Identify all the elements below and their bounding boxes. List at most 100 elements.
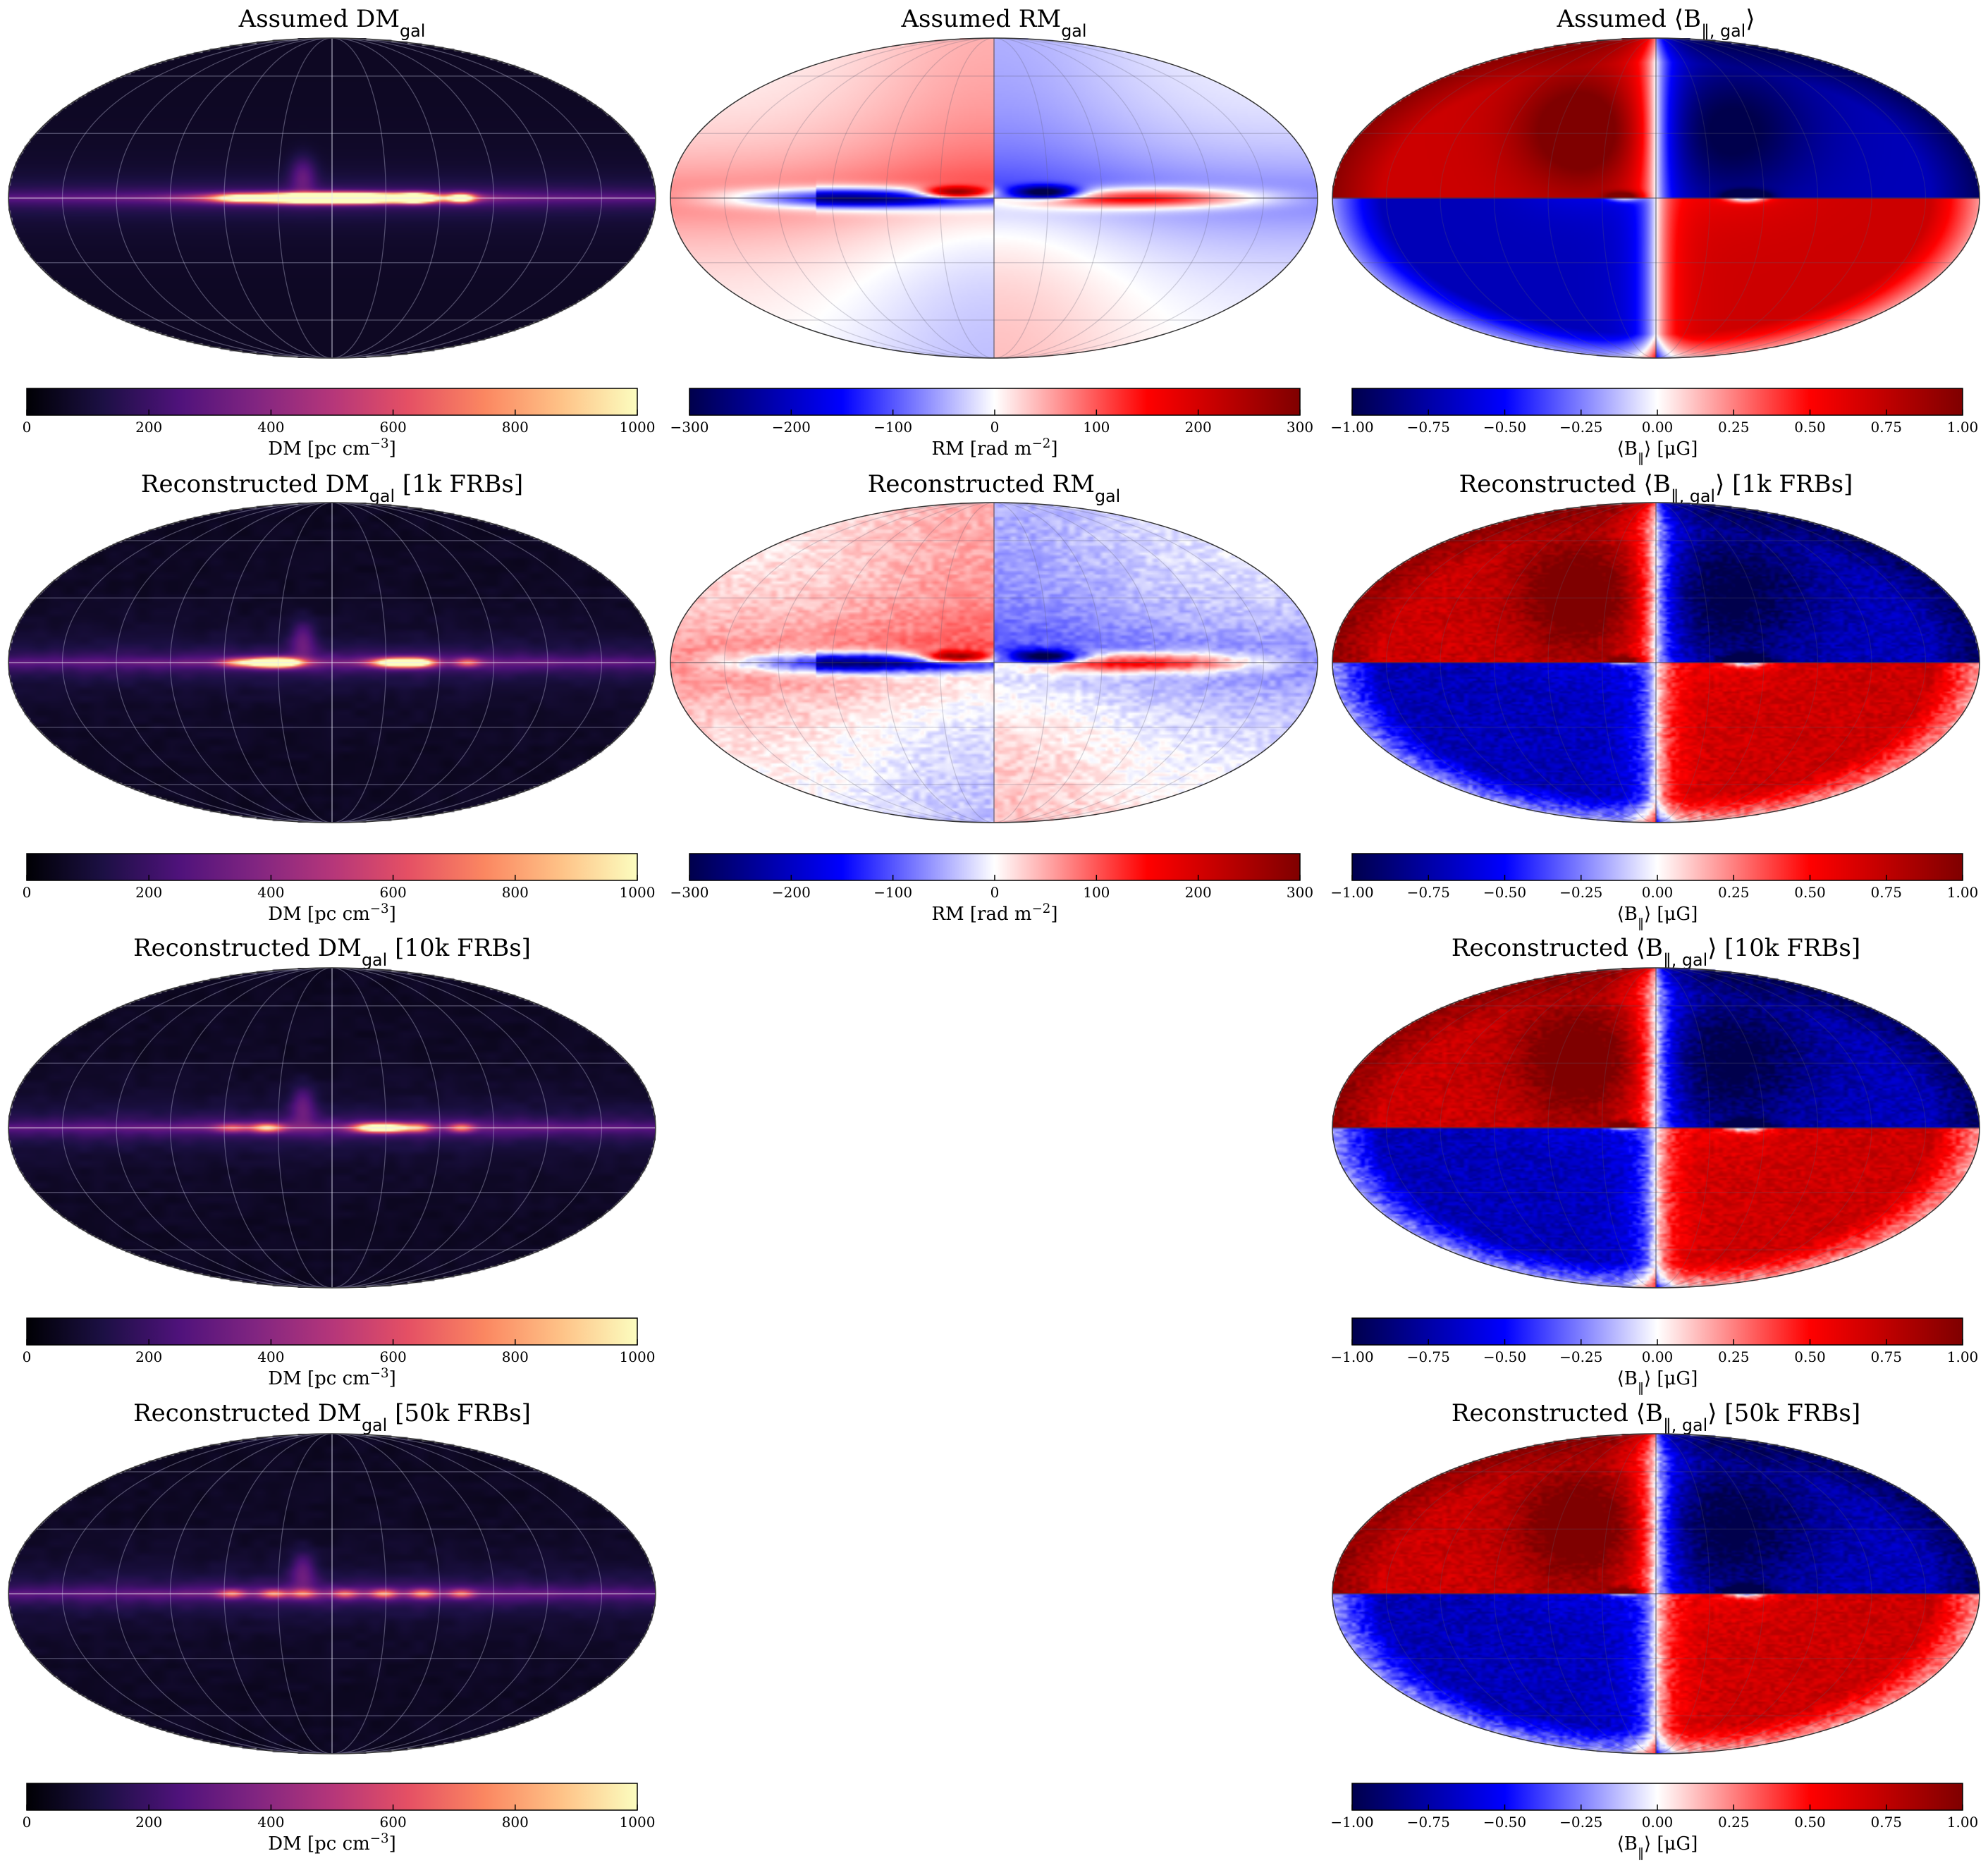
colorbar-tick-label: 200 (135, 419, 162, 436)
colorbar-tick-label: −0.25 (1559, 419, 1602, 436)
map-border (670, 502, 1318, 823)
colorbar-label: ⟨B∥⟩ [μG] (1617, 904, 1698, 931)
panel-title: Reconstructed DMgal [50k FRBs] (133, 1399, 531, 1435)
colorbar-tick-label: 300 (1287, 419, 1313, 436)
panel-title: Assumed ⟨B∥, gal⟩ (1556, 5, 1755, 41)
map-border (8, 1433, 656, 1754)
colorbar-tick-label: −0.25 (1559, 1814, 1602, 1831)
colorbar-tick-label: −300 (670, 884, 709, 901)
colorbar (26, 388, 638, 416)
colorbar-tick-label: 0.75 (1870, 884, 1902, 901)
colorbar-tick-label: −0.75 (1407, 1348, 1450, 1365)
colorbar-tick-label: 1000 (620, 1348, 656, 1365)
colorbar-label: DM [pc cm−3] (268, 436, 396, 460)
colorbar-tick-label: 800 (502, 419, 529, 436)
panel-dm-50k: Reconstructed DMgal [50k FRBs] 0 200 400 600… (8, 1399, 656, 1855)
colorbar-tick-label: 0 (990, 884, 1000, 901)
colorbar-tick-label: 100 (1083, 884, 1110, 901)
colorbar-tick-label: −200 (772, 884, 811, 901)
colorbar-tick-label: 0.50 (1794, 419, 1826, 436)
colorbar-tick-label: 400 (257, 1814, 284, 1831)
colorbar (26, 1783, 638, 1811)
colorbar-tick-label: −0.75 (1407, 1814, 1450, 1831)
colorbar-tick-label: −0.50 (1483, 1348, 1526, 1365)
colorbar-tick-label: −0.50 (1483, 419, 1526, 436)
colorbar-tick-label: 0 (990, 419, 1000, 436)
colorbar-tick-label: −0.25 (1559, 1348, 1602, 1365)
colorbar-tick-label: 600 (380, 1814, 407, 1831)
colorbar-tick-label: −1.00 (1330, 1814, 1373, 1831)
colorbar-tick-label: −0.75 (1407, 419, 1450, 436)
colorbar-tick-label: 1000 (620, 1814, 656, 1831)
graticule (8, 968, 656, 1288)
colorbar-tick-label: −1.00 (1330, 419, 1373, 436)
panel-b-1k: Reconstructed ⟨B∥, gal⟩ [1k FRBs] −1.00 −0… (1330, 470, 1980, 931)
colorbar-label: DM [pc cm−3] (268, 1366, 396, 1390)
colorbar-tick-label: 1000 (620, 419, 656, 436)
colorbar-label: DM [pc cm−3] (268, 902, 396, 926)
colorbar-ticks: 0 200 400 600 800 1000 (23, 875, 656, 901)
colorbar-tick-label: 800 (502, 1814, 529, 1831)
graticule (1332, 38, 1980, 358)
colorbar-label: DM [pc cm−3] (268, 1831, 396, 1855)
panel-title: Reconstructed DMgal [1k FRBs] (141, 470, 523, 506)
graticule (1332, 1434, 1980, 1754)
map-border (1332, 37, 1980, 359)
colorbar-tick-label: −1.00 (1330, 884, 1373, 901)
colorbar-tick-label: −1.00 (1330, 1348, 1373, 1365)
colorbar-label: ⟨B∥⟩ [μG] (1617, 438, 1698, 466)
colorbar-ticks: −1.00 −0.75 −0.50 −0.25 0.00 0.25 0.50 0.75 1.00 (1330, 1339, 1978, 1365)
colorbar-tick-label: 0.75 (1870, 1348, 1902, 1365)
panel-dm-10k: Reconstructed DMgal [10k FRBs] 0 200 400 600… (8, 934, 656, 1389)
colorbar-tick-label: 300 (1287, 884, 1313, 901)
colorbar-ticks: 0 200 400 600 800 1000 (23, 1804, 656, 1831)
colorbar-tick-label: 1.00 (1947, 884, 1979, 901)
colorbar-tick-label: 0.75 (1870, 419, 1902, 436)
map-border (8, 37, 656, 359)
colorbar-tick-label: 600 (380, 884, 407, 901)
map-border (1332, 967, 1980, 1289)
colorbar-label: RM [rad m−2] (931, 436, 1057, 460)
colorbar-tick-label: 1.00 (1947, 1814, 1979, 1831)
panel-b-assumed: Assumed ⟨B∥, gal⟩ −1.00 −0.75 −0.50 −0.25 0.0… (1330, 5, 1980, 466)
colorbar-tick-label: −0.25 (1559, 884, 1602, 901)
panel-dm-assumed: Assumed DMgal 0 200 400 600 800 1000 DM [pc cm−… (8, 5, 656, 460)
colorbar-tick-label: −0.50 (1483, 884, 1526, 901)
colorbar-tick-label: 0 (23, 1814, 32, 1831)
colorbar-tick-label: 200 (1185, 884, 1212, 901)
colorbar-tick-label: 600 (380, 1348, 407, 1365)
panel-title: Reconstructed DMgal [10k FRBs] (133, 934, 531, 970)
colorbar-tick-label: 0.00 (1642, 1348, 1674, 1365)
colorbar-tick-label: −300 (670, 419, 709, 436)
colorbar-tick-label: 1000 (620, 884, 656, 901)
colorbar-tick-label: 600 (380, 419, 407, 436)
colorbar-tick-label: 200 (135, 1348, 162, 1365)
graticule (8, 38, 656, 358)
map-border (8, 502, 656, 823)
colorbar-tick-label: −100 (873, 884, 912, 901)
colorbar-tick-label: 0.25 (1718, 884, 1750, 901)
colorbar-tick-label: 200 (135, 1814, 162, 1831)
colorbar-tick-label: −100 (873, 419, 912, 436)
map-border (1332, 502, 1980, 823)
graticule (670, 38, 1318, 358)
colorbar-ticks: −300 −200 −100 0 100 200 300 (670, 875, 1313, 901)
colorbar-tick-label: 400 (257, 1348, 284, 1365)
colorbar-tick-label: 0.25 (1718, 419, 1750, 436)
panel-rm-1k: Reconstructed RMgal −300 −200 −100 0 100 200 30… (670, 470, 1318, 925)
panel-title: Reconstructed ⟨B∥, gal⟩ [1k FRBs] (1459, 470, 1853, 506)
colorbar-tick-label: 100 (1083, 419, 1110, 436)
map-border (1332, 1433, 1980, 1754)
colorbar-ticks: −1.00 −0.75 −0.50 −0.25 0.00 0.25 0.50 0.75 1.00 (1330, 410, 1978, 436)
colorbar-tick-label: 0 (23, 419, 32, 436)
panel-title: Assumed DMgal (238, 5, 426, 41)
colorbar-tick-label: −0.50 (1483, 1814, 1526, 1831)
colorbar-tick-label: 800 (502, 1348, 529, 1365)
panel-title: Reconstructed ⟨B∥, gal⟩ [10k FRBs] (1452, 934, 1860, 970)
graticule (1332, 503, 1980, 823)
graticule (8, 503, 656, 823)
colorbar (26, 853, 638, 881)
colorbar-ticks: 0 200 400 600 800 1000 (23, 410, 656, 436)
panel-b-50k: Reconstructed ⟨B∥, gal⟩ [50k FRBs]−1.00−… (1330, 1399, 1980, 1861)
